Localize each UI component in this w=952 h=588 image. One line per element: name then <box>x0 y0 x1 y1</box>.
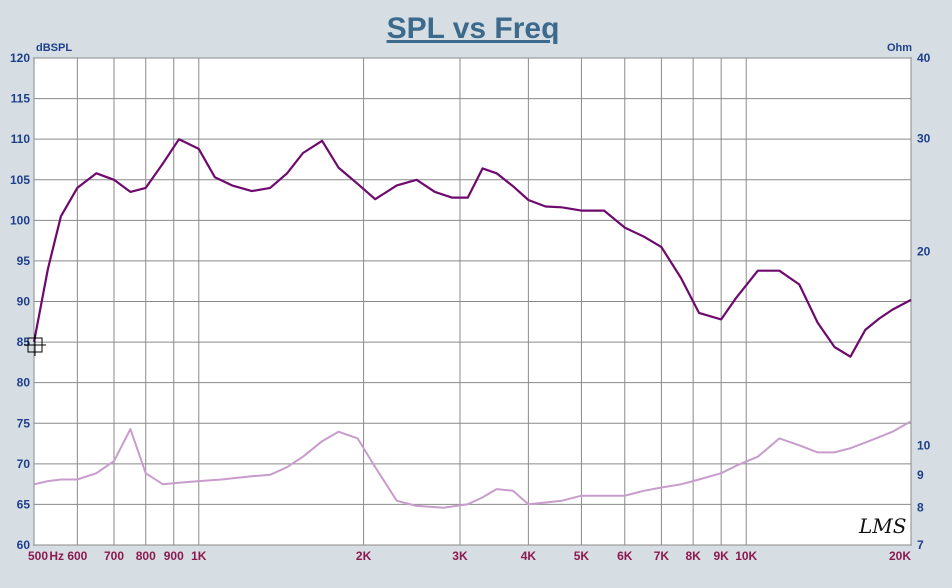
y-left-tick-label: 95 <box>17 254 31 268</box>
x-tick-label: 5K <box>574 549 590 563</box>
series-layer <box>32 138 912 509</box>
x-tick-label: 600 <box>67 549 87 563</box>
y-right-tick-label: 30 <box>917 131 931 145</box>
x-tick-label: 4K <box>521 549 537 563</box>
y-left-tick-label: 115 <box>11 92 31 106</box>
cursor-marker-icon[interactable] <box>24 334 46 356</box>
x-tick-label: 700 <box>104 549 124 563</box>
x-tick-label: 2K <box>356 549 372 563</box>
x-tick-label: Hz <box>49 549 64 563</box>
y-left-tick-label: 80 <box>17 376 31 390</box>
y-left-tick-label: 90 <box>17 295 31 309</box>
x-tick-label: 10K <box>735 549 757 563</box>
y-left-tick-label: 120 <box>10 51 30 65</box>
impedance-series-line <box>33 420 912 509</box>
y-right-tick-label: 8 <box>917 501 924 515</box>
x-tick-label: 7K <box>654 549 670 563</box>
x-tick-label: 6K <box>617 549 633 563</box>
right-axis-unit: Ohm <box>887 42 912 54</box>
x-tick-label: 20K <box>889 549 911 563</box>
y-right-tick-label: 9 <box>917 468 924 482</box>
x-tick-label: 900 <box>164 549 184 563</box>
x-tick-label: 9K <box>713 549 729 563</box>
tick-labels: 60 65 70 75 80 85 90 95 100 105 110 115 120 7 8 9 10 20 30… <box>10 51 931 563</box>
lms-logo: LMS <box>858 514 906 538</box>
x-tick-label: 800 <box>136 549 156 563</box>
y-left-tick-label: 100 <box>10 213 30 227</box>
spl-series-line <box>32 138 912 358</box>
y-right-tick-label: 20 <box>917 245 931 259</box>
x-tick-label: 1K <box>191 549 207 563</box>
x-tick-label: 8K <box>685 549 701 563</box>
x-tick-label: 3K <box>452 549 468 563</box>
y-left-tick-label: 60 <box>17 538 31 552</box>
y-left-tick-label: 105 <box>10 173 30 187</box>
y-left-tick-label: 75 <box>17 416 31 430</box>
y-left-tick-label: 70 <box>17 457 31 471</box>
y-left-tick-label: 85 <box>17 335 31 349</box>
left-axis-unit: dBSPL <box>36 42 72 54</box>
x-tick-label: 500 <box>28 549 48 563</box>
y-right-tick-label: 10 <box>917 438 931 452</box>
y-left-tick-label: 65 <box>17 497 31 511</box>
y-left-tick-label: 110 <box>11 132 31 146</box>
y-right-tick-label: 7 <box>917 538 924 552</box>
y-right-tick-label: 40 <box>917 51 931 65</box>
chart-title: SPL vs Freq <box>387 12 560 45</box>
